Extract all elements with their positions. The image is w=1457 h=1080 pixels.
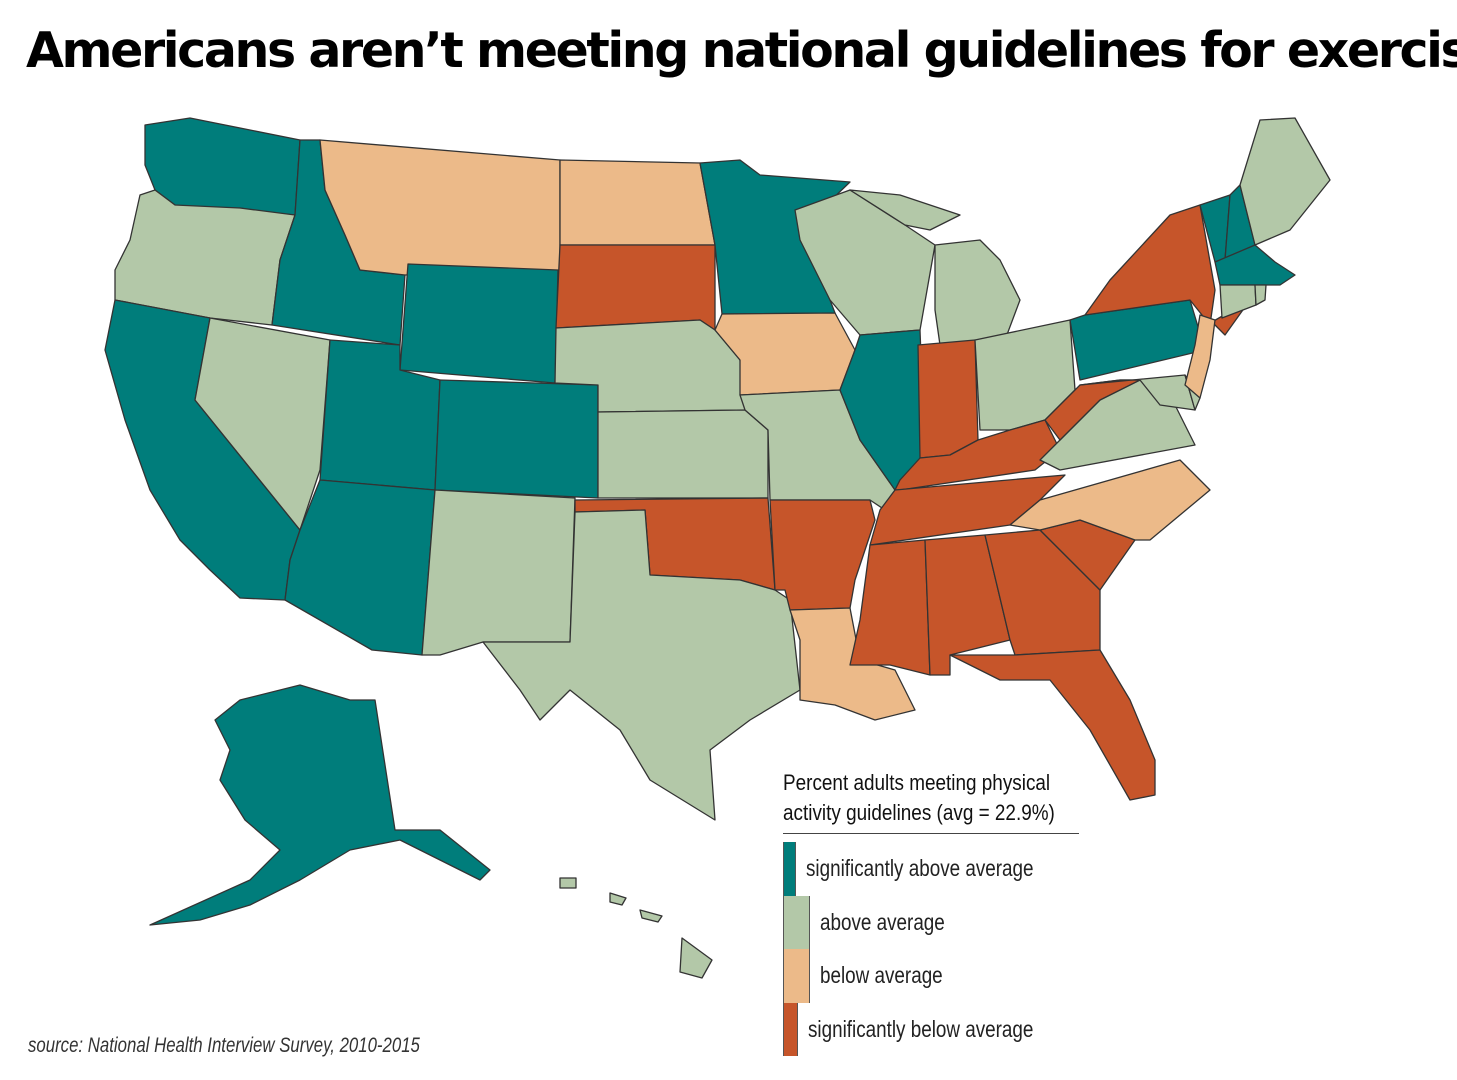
legend-title: Percent adults meeting physical activity…	[783, 768, 1055, 828]
legend-label: significantly below average	[808, 1015, 1034, 1042]
legend-swatch	[783, 842, 796, 896]
state-pennsylvania	[1069, 299, 1206, 381]
state-oregon	[114, 189, 296, 326]
state-hawaii	[559, 877, 713, 979]
state-montana	[319, 139, 561, 276]
legend-title-line1: Percent adults meeting physical	[783, 770, 1051, 795]
map-title: Americans aren’t meeting national guidel…	[26, 22, 1457, 79]
legend-swatch	[783, 949, 810, 1003]
legend-divider	[783, 833, 1079, 834]
state-rhode-island	[1254, 284, 1267, 306]
legend-item-significantly-below: significantly below average	[783, 1002, 1083, 1056]
legend-title-line2: activity guidelines (avg = 22.9%)	[783, 800, 1055, 825]
source-note: source: National Health Interview Survey…	[28, 1034, 420, 1057]
state-kansas	[597, 409, 769, 499]
legend-label: above average	[820, 908, 945, 935]
state-indiana	[917, 339, 979, 459]
state-texas	[482, 509, 801, 821]
legend-item-below: below average	[783, 949, 1083, 1003]
legend: Percent adults meeting physical activity…	[783, 768, 1083, 1056]
legend-item-significantly-above: significantly above average	[783, 842, 1083, 896]
state-new-mexico	[421, 489, 576, 656]
state-north-carolina	[1009, 459, 1211, 541]
legend-item-above: above average	[783, 895, 1083, 949]
legend-label: below average	[820, 962, 943, 989]
state-florida	[949, 649, 1156, 801]
state-alaska	[149, 684, 491, 926]
legend-swatch	[783, 1002, 799, 1056]
state-arkansas	[769, 499, 876, 611]
legend-label: significantly above average	[805, 855, 1034, 882]
state-maine	[1239, 117, 1331, 246]
state-nevada	[194, 317, 331, 531]
state-wyoming	[399, 263, 559, 384]
legend-swatch	[783, 895, 810, 949]
state-south-dakota	[555, 244, 716, 331]
state-colorado	[434, 379, 599, 499]
state-north-dakota	[559, 159, 716, 246]
state-michigan	[849, 189, 1021, 346]
state-new-jersey	[1184, 314, 1216, 399]
